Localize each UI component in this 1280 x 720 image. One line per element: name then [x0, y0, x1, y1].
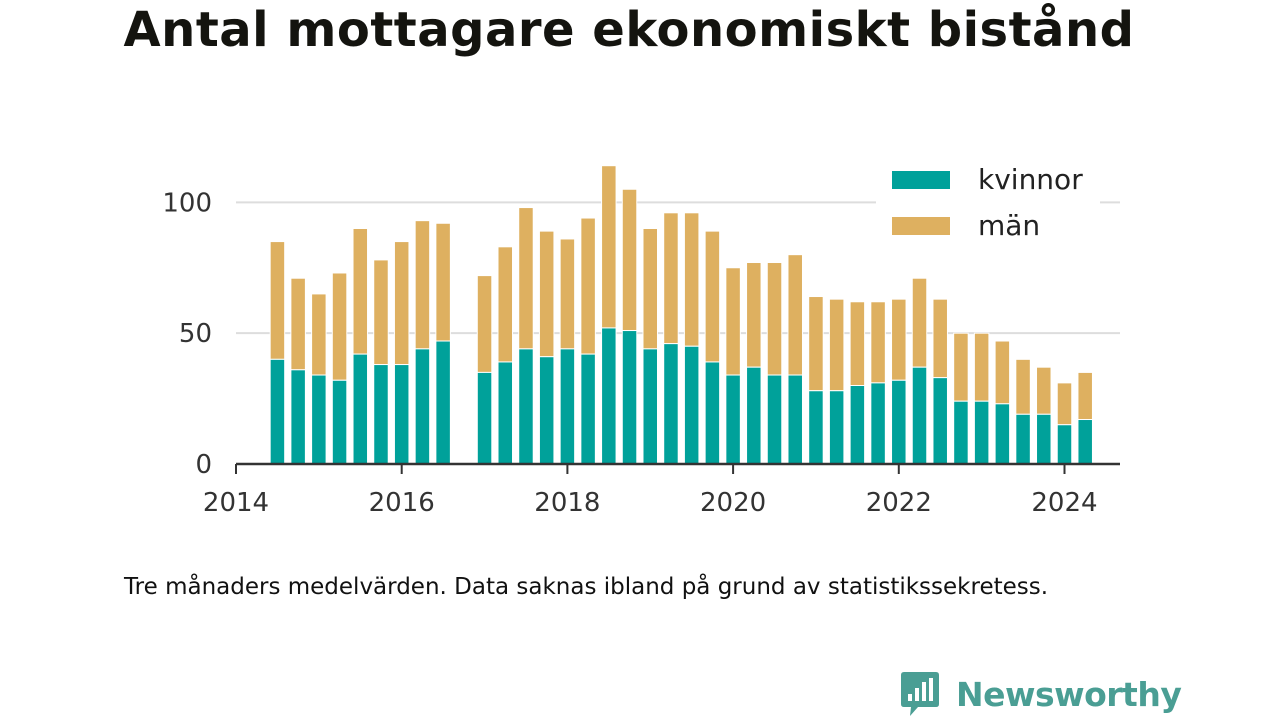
bar-kvinnor — [1036, 413, 1052, 465]
y-tick-label: 0 — [195, 450, 212, 480]
bar-kvinnor — [497, 361, 514, 465]
x-tick-label: 2018 — [534, 488, 600, 518]
bar-man — [331, 272, 348, 381]
y-tick-label: 50 — [179, 319, 212, 349]
bar-man — [621, 188, 638, 332]
bar-kvinnor — [787, 374, 803, 465]
bar-kvinnor — [621, 330, 638, 465]
bar-kvinnor — [663, 343, 679, 465]
bar-kvinnor — [435, 340, 451, 465]
bar-man — [518, 207, 534, 350]
bar-kvinnor — [766, 374, 783, 465]
stacked-bar-chart: 0 50 100 2014 2016 2018 2020 2022 2024 kvinnor män — [162, 163, 1120, 518]
bar-man — [1077, 371, 1093, 421]
bar-man — [911, 277, 928, 368]
bar-kvinnor — [414, 348, 431, 465]
bar-kvinnor — [808, 390, 824, 465]
bar-man — [538, 230, 555, 358]
bar-man — [1015, 358, 1031, 415]
bar-man — [497, 246, 514, 363]
bar-man — [352, 228, 369, 355]
brand-logo: Newsworthy — [900, 670, 1182, 718]
bar-man — [311, 293, 327, 376]
bar-man — [393, 241, 410, 366]
bar-man — [1036, 366, 1052, 415]
bar-kvinnor — [290, 369, 306, 465]
bar-man — [580, 217, 596, 355]
bar-kvinnor — [1056, 424, 1073, 465]
bar-kvinnor — [911, 366, 928, 465]
bar-man — [601, 165, 617, 329]
x-tick-label: 2024 — [1031, 488, 1097, 518]
bar-kvinnor — [973, 400, 990, 465]
bar-kvinnor — [870, 382, 886, 465]
bar-kvinnor — [849, 385, 866, 465]
bar-kvinnor — [683, 345, 700, 465]
bar-kvinnor — [559, 348, 576, 465]
bar-kvinnor — [352, 353, 369, 465]
bar-man — [269, 241, 286, 360]
bar-kvinnor — [601, 327, 617, 465]
bar-man — [870, 301, 886, 384]
bar-man — [559, 238, 576, 350]
x-tick-label: 2016 — [369, 488, 435, 518]
bar-kvinnor — [994, 403, 1011, 465]
bar-kvinnor — [1015, 413, 1031, 465]
chart-title: Antal mottagare ekonomiskt bistånd — [123, 2, 1135, 58]
bar-kvinnor — [580, 353, 596, 465]
bar-kvinnor — [746, 366, 762, 465]
bar-man — [290, 277, 306, 371]
bar-kvinnor — [725, 374, 741, 465]
bar-kvinnor — [891, 379, 907, 465]
x-tick-label: 2020 — [700, 488, 766, 518]
x-tick-label: 2022 — [866, 488, 932, 518]
bar-man — [642, 228, 658, 350]
footnote: Tre månaders medelvärden. Data saknas ib… — [124, 574, 1049, 600]
brand-name: Newsworthy — [956, 674, 1182, 714]
bar-kvinnor — [331, 379, 348, 465]
bar-kvinnor — [373, 364, 389, 465]
legend-label: kvinnor — [978, 163, 1083, 196]
bar-chart-bubble-icon — [901, 672, 939, 716]
bar-man — [828, 298, 845, 392]
bar-man — [746, 262, 762, 368]
bar-kvinnor — [932, 377, 948, 465]
bar-man — [373, 259, 389, 366]
bar-man — [1056, 382, 1073, 426]
bar-man — [973, 332, 990, 402]
bar-man — [787, 254, 803, 376]
bar-man — [704, 230, 721, 363]
bar-kvinnor — [269, 358, 286, 465]
bar-kvinnor — [828, 390, 845, 465]
bar-man — [414, 220, 431, 350]
legend-swatch-man — [892, 217, 950, 235]
bar-man — [766, 262, 783, 376]
y-tick-label: 100 — [162, 188, 212, 218]
bar-kvinnor — [476, 371, 493, 465]
bar-kvinnor — [518, 348, 534, 465]
bar-man — [994, 340, 1011, 405]
bar-kvinnor — [704, 361, 721, 465]
x-tick-label: 2014 — [203, 488, 269, 518]
bar-man — [435, 222, 451, 342]
bar-kvinnor — [1077, 419, 1093, 465]
bar-kvinnor — [953, 400, 969, 465]
bar-man — [683, 212, 700, 347]
bar-man — [663, 212, 679, 345]
bar-kvinnor — [393, 364, 410, 465]
bar-man — [932, 298, 948, 379]
bar-kvinnor — [538, 356, 555, 465]
legend-label: män — [978, 209, 1040, 242]
bar-man — [725, 267, 741, 376]
bar-man — [953, 332, 969, 402]
bar-man — [849, 301, 866, 386]
bar-kvinnor — [311, 374, 327, 465]
bar-kvinnor — [642, 348, 658, 465]
bar-man — [808, 296, 824, 392]
bar-man — [891, 298, 907, 381]
legend-swatch-kvinnor — [892, 171, 950, 189]
bar-man — [476, 275, 493, 373]
